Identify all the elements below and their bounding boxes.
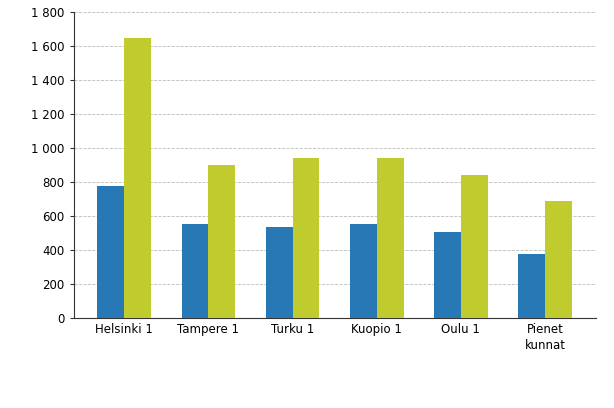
Bar <box>434 233 461 318</box>
Bar <box>208 165 235 318</box>
Bar <box>545 201 572 318</box>
Bar <box>377 157 403 318</box>
Bar <box>518 254 545 318</box>
Bar <box>292 158 319 318</box>
Bar <box>124 38 151 318</box>
Bar <box>461 175 488 318</box>
Bar <box>266 227 292 318</box>
Bar <box>182 224 208 318</box>
Bar <box>350 224 377 318</box>
Bar <box>98 186 124 318</box>
